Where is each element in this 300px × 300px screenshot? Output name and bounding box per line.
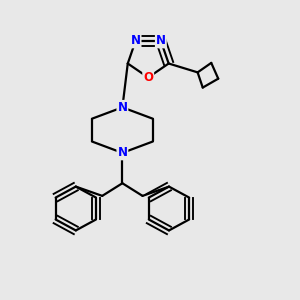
Text: N: N [117, 146, 128, 159]
Text: N: N [156, 34, 166, 47]
Text: O: O [143, 71, 153, 84]
Text: N: N [117, 101, 128, 114]
Text: N: N [130, 34, 141, 47]
